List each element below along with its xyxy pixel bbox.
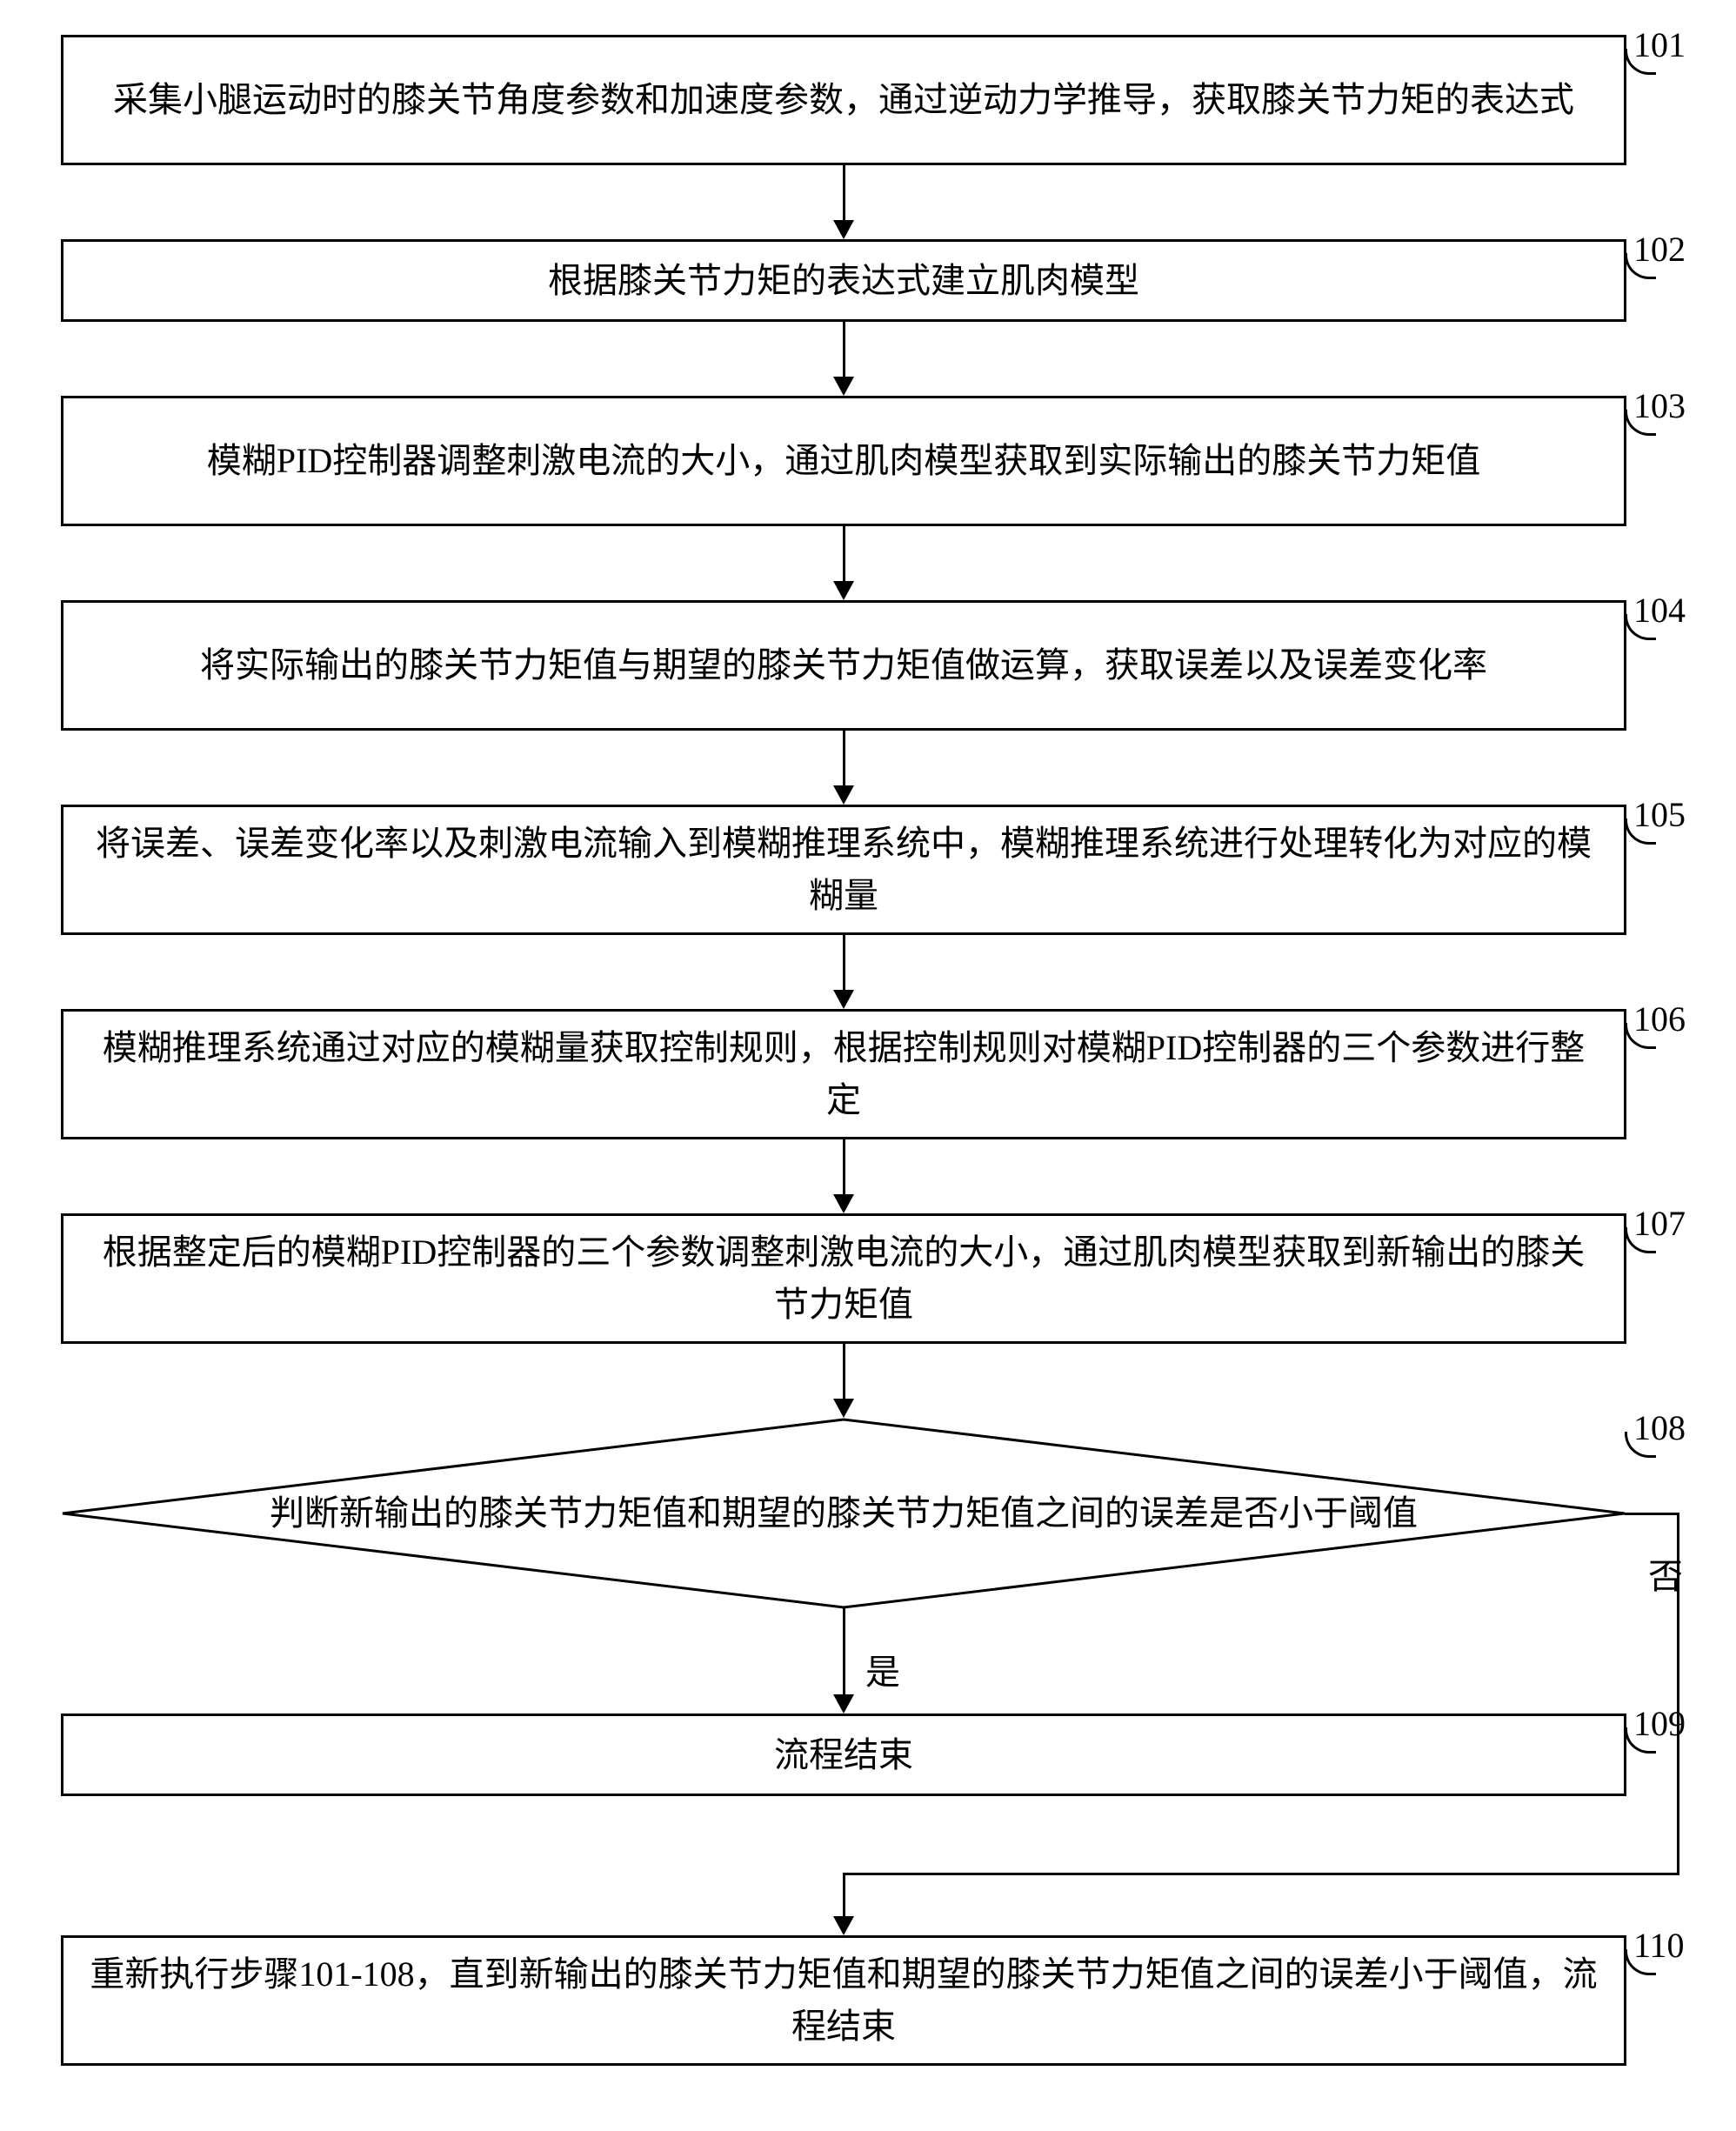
arrow: [843, 1139, 845, 1194]
flowchart: 采集小腿运动时的膝关节角度参数和加速度参数，通过逆动力学推导，获取膝关节力矩的表…: [35, 35, 1701, 2096]
arrow-head-icon: [833, 1194, 854, 1213]
step-103: 模糊PID控制器调整刺激电流的大小，通过肌肉模型获取到实际输出的膝关节力矩值: [61, 396, 1626, 526]
step-text: 采集小腿运动时的膝关节角度参数和加速度参数，通过逆动力学推导，获取膝关节力矩的表…: [113, 74, 1574, 126]
step-number: 103: [1633, 385, 1686, 426]
arrow: [843, 935, 845, 990]
step-text: 根据整定后的模糊PID控制器的三个参数调整刺激电流的大小，通过肌肉模型获取到新输…: [88, 1226, 1599, 1331]
step-101: 采集小腿运动时的膝关节角度参数和加速度参数，通过逆动力学推导，获取膝关节力矩的表…: [61, 35, 1626, 165]
arrow-no-h1: [1625, 1513, 1679, 1515]
step-105: 将误差、误差变化率以及刺激电流输入到模糊推理系统中，模糊推理系统进行处理转化为对…: [61, 805, 1626, 935]
step-number: 106: [1633, 999, 1686, 1039]
arrow-head-icon: [833, 1916, 854, 1935]
branch-yes-label: 是: [865, 1644, 900, 1694]
branch-no-label: 否: [1648, 1548, 1683, 1599]
arrow-head-icon: [833, 785, 854, 805]
arrow-head-icon: [833, 377, 854, 396]
step-text: 模糊推理系统通过对应的模糊量获取控制规则，根据控制规则对模糊PID控制器的三个参…: [88, 1022, 1599, 1126]
step-text: 重新执行步骤101-108，直到新输出的膝关节力矩值和期望的膝关节力矩值之间的误…: [88, 1948, 1599, 2053]
step-108-decision: 判断新输出的膝关节力矩值和期望的膝关节力矩值之间的误差是否小于阈值: [61, 1418, 1626, 1609]
step-text: 将实际输出的膝关节力矩值与期望的膝关节力矩值做运算，获取误差以及误差变化率: [200, 639, 1487, 691]
step-number: 102: [1633, 229, 1686, 270]
arrow: [843, 1607, 845, 1694]
step-107: 根据整定后的模糊PID控制器的三个参数调整刺激电流的大小，通过肌肉模型获取到新输…: [61, 1213, 1626, 1344]
step-106: 模糊推理系统通过对应的模糊量获取控制规则，根据控制规则对模糊PID控制器的三个参…: [61, 1009, 1626, 1139]
arrow: [843, 731, 845, 785]
step-text: 将误差、误差变化率以及刺激电流输入到模糊推理系统中，模糊推理系统进行处理转化为对…: [88, 818, 1599, 922]
step-number: 108: [1633, 1407, 1686, 1448]
arrow-head-icon: [833, 990, 854, 1009]
step-number: 101: [1633, 24, 1686, 65]
step-text: 根据膝关节力矩的表达式建立肌肉模型: [548, 255, 1139, 307]
arrow-no-h2: [843, 1873, 1679, 1875]
arrow-no-v2: [843, 1873, 845, 1916]
step-104: 将实际输出的膝关节力矩值与期望的膝关节力矩值做运算，获取误差以及误差变化率: [61, 600, 1626, 731]
step-109: 流程结束: [61, 1713, 1626, 1796]
arrow-head-icon: [833, 581, 854, 600]
step-number: 110: [1633, 1925, 1685, 1966]
step-102: 根据膝关节力矩的表达式建立肌肉模型: [61, 239, 1626, 322]
arrow: [843, 165, 845, 220]
decision-text: 判断新输出的膝关节力矩值和期望的膝关节力矩值之间的误差是否小于阈值: [61, 1418, 1626, 1609]
arrow: [843, 526, 845, 581]
step-number: 107: [1633, 1203, 1686, 1244]
step-text: 流程结束: [774, 1729, 913, 1781]
arrow-head-icon: [833, 1399, 854, 1418]
arrow-head-icon: [833, 1694, 854, 1713]
step-text: 模糊PID控制器调整刺激电流的大小，通过肌肉模型获取到实际输出的膝关节力矩值: [207, 435, 1480, 487]
step-110: 重新执行步骤101-108，直到新输出的膝关节力矩值和期望的膝关节力矩值之间的误…: [61, 1935, 1626, 2066]
step-number: 105: [1633, 794, 1686, 835]
arrow-head-icon: [833, 220, 854, 239]
step-number: 104: [1633, 590, 1686, 631]
arrow: [843, 1344, 845, 1399]
arrow: [843, 322, 845, 377]
